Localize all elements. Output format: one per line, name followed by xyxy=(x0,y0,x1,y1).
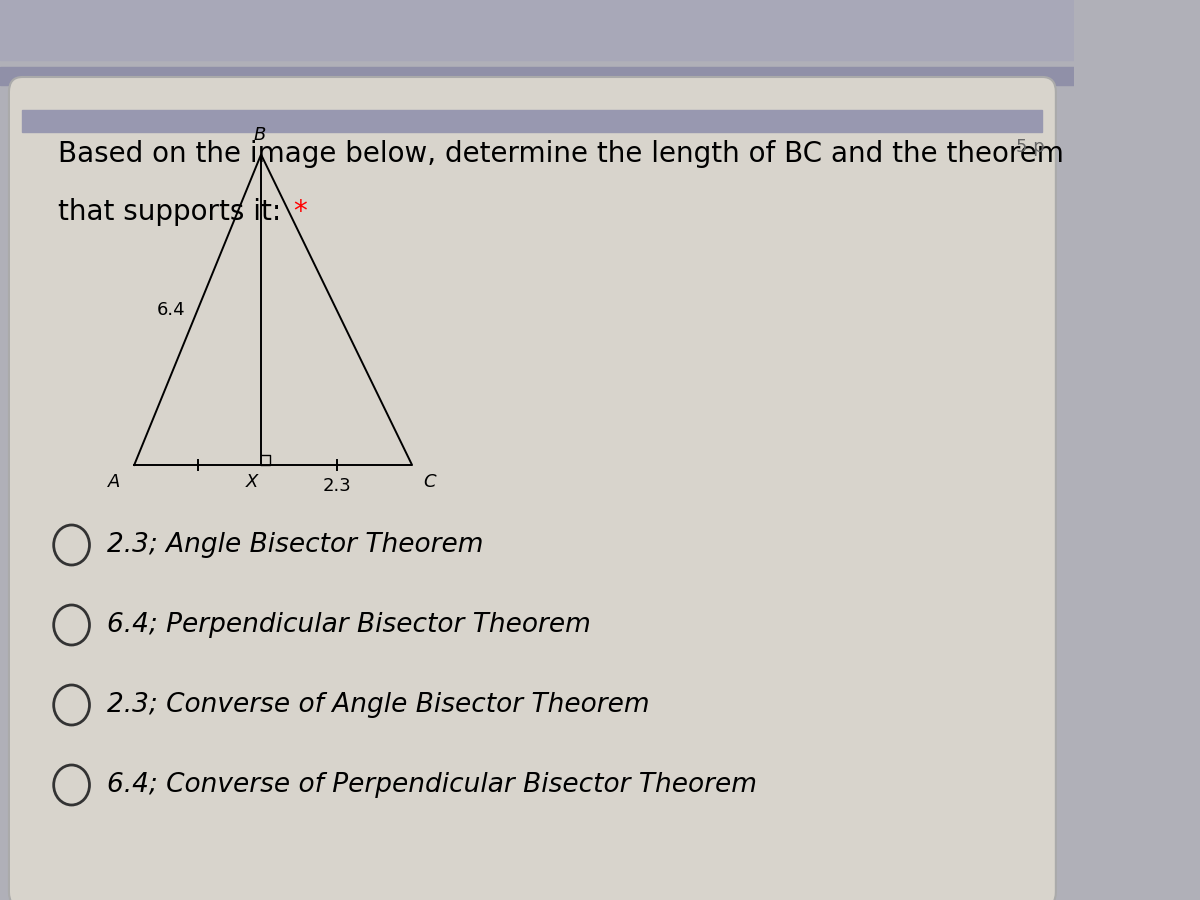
FancyBboxPatch shape xyxy=(8,77,1056,900)
Text: 6.4; Converse of Perpendicular Bisector Theorem: 6.4; Converse of Perpendicular Bisector … xyxy=(107,772,757,798)
Text: C: C xyxy=(422,473,436,491)
Text: 6.4: 6.4 xyxy=(156,301,185,319)
Text: that supports it:: that supports it: xyxy=(58,198,290,226)
Text: *: * xyxy=(294,198,307,226)
Text: Based on the image below, determine the length of BC and the theorem: Based on the image below, determine the … xyxy=(58,140,1064,168)
Text: 2.3; Converse of Angle Bisector Theorem: 2.3; Converse of Angle Bisector Theorem xyxy=(107,692,650,718)
Text: 6.4; Perpendicular Bisector Theorem: 6.4; Perpendicular Bisector Theorem xyxy=(107,612,592,638)
Text: 5 p: 5 p xyxy=(1015,138,1044,156)
Bar xyxy=(23,110,1043,132)
Bar xyxy=(0,67,1074,85)
Text: B: B xyxy=(253,127,265,145)
Bar xyxy=(0,0,1074,60)
Text: 2.3: 2.3 xyxy=(322,477,350,495)
Text: A: A xyxy=(108,473,121,491)
Text: 2.3; Angle Bisector Theorem: 2.3; Angle Bisector Theorem xyxy=(107,532,484,558)
Text: X: X xyxy=(246,473,258,491)
